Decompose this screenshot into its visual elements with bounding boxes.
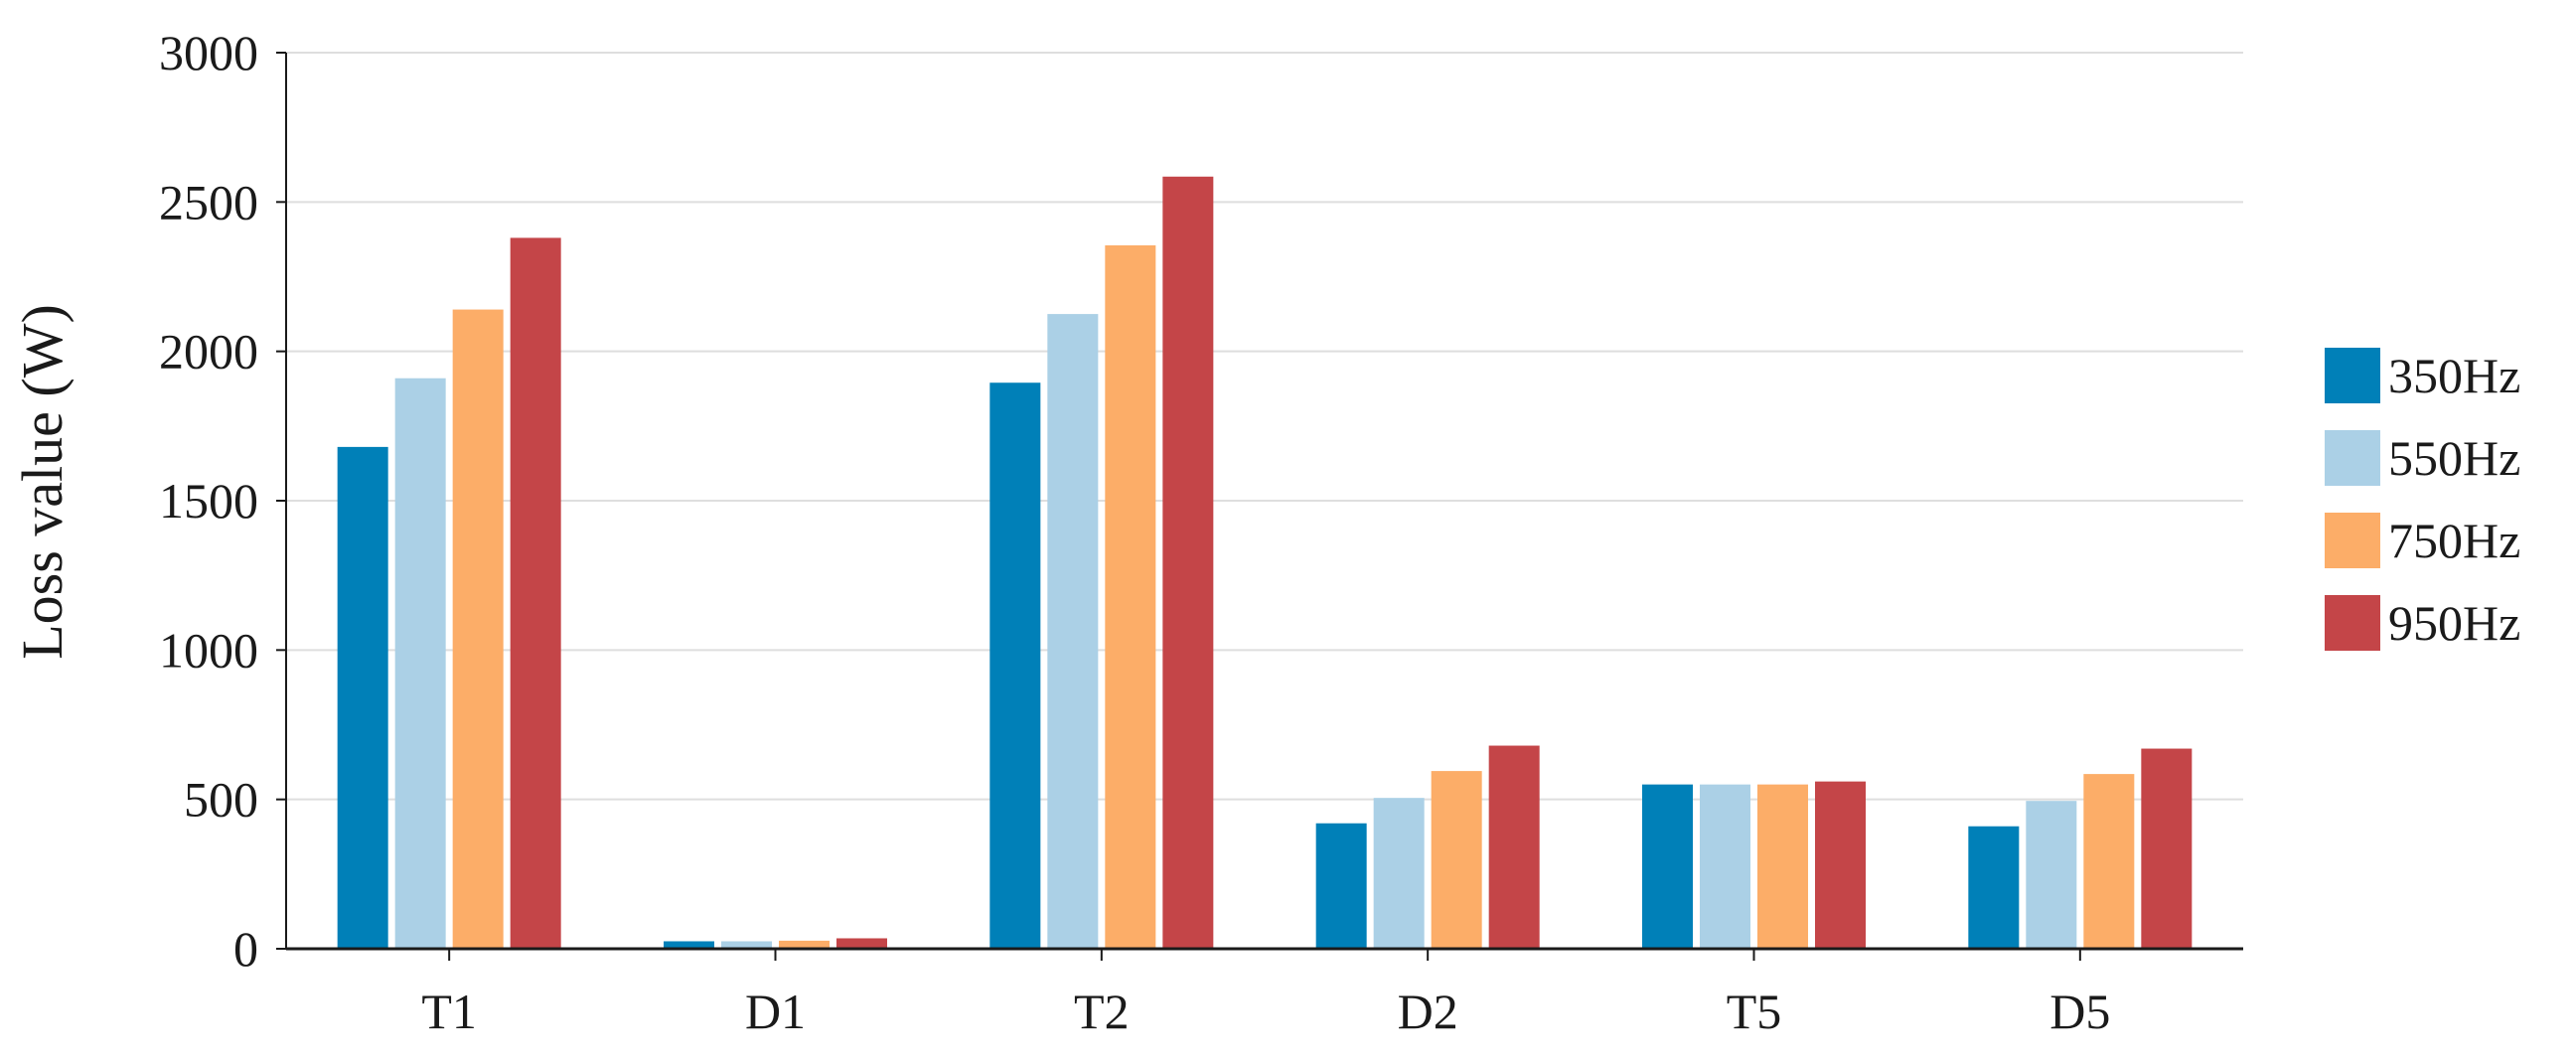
y-tick-label: 2000 xyxy=(159,324,258,380)
x-tick-label: D2 xyxy=(1398,984,1458,1039)
bar-t5-950hz xyxy=(1815,781,1866,949)
legend-label: 350Hz xyxy=(2388,348,2520,403)
x-tick-label: D5 xyxy=(2049,984,2110,1039)
bar-d1-950hz xyxy=(836,938,887,949)
x-tick-label: T2 xyxy=(1074,984,1130,1039)
legend-label: 550Hz xyxy=(2388,430,2520,486)
legend-swatch-550hz xyxy=(2325,430,2380,486)
legend-swatch-750hz xyxy=(2325,513,2380,568)
bar-t2-550hz xyxy=(1047,314,1099,949)
bar-d5-550hz xyxy=(2026,801,2077,949)
bars xyxy=(337,176,2193,949)
bar-d5-750hz xyxy=(2083,774,2135,949)
y-tick-label: 2500 xyxy=(159,174,258,229)
bar-t1-750hz xyxy=(452,309,504,949)
y-tick-label: 500 xyxy=(184,772,258,828)
bar-d2-950hz xyxy=(1488,745,1540,949)
y-tick-labels: 0 500 1000 1500 2000 2500 3000 xyxy=(159,25,286,977)
bar-t2-750hz xyxy=(1105,244,1156,949)
bar-d1-550hz xyxy=(721,941,772,949)
y-tick-label: 3000 xyxy=(159,25,258,80)
bar-d2-550hz xyxy=(1373,798,1425,949)
x-tick-labels: T1 D1 T2 D2 T5 D5 xyxy=(421,949,2110,1039)
bar-t2-350hz xyxy=(989,382,1041,949)
legend-swatch-950hz xyxy=(2325,595,2380,651)
gridlines xyxy=(286,52,2243,801)
bar-t1-550hz xyxy=(394,378,446,949)
bar-t1-950hz xyxy=(510,237,561,949)
bar-t5-350hz xyxy=(1642,784,1693,949)
bar-t1-350hz xyxy=(337,446,388,949)
legend-label: 950Hz xyxy=(2388,595,2520,651)
y-axis-title: Loss value (W) xyxy=(10,304,75,660)
x-tick-label: T1 xyxy=(421,984,477,1039)
bar-d5-350hz xyxy=(1968,826,2020,949)
bar-d5-950hz xyxy=(2141,748,2193,949)
bar-t2-950hz xyxy=(1162,176,1214,949)
bar-d1-350hz xyxy=(664,941,714,949)
legend-label: 750Hz xyxy=(2388,513,2520,568)
y-tick-label: 1000 xyxy=(159,622,258,678)
y-tick-label: 1500 xyxy=(159,473,258,529)
bar-d1-750hz xyxy=(779,940,830,949)
x-tick-label: T5 xyxy=(1727,984,1782,1039)
legend: 350Hz 550Hz 750Hz 950Hz xyxy=(2325,348,2520,651)
x-tick-label: D1 xyxy=(745,984,806,1039)
bar-d2-350hz xyxy=(1315,823,1367,949)
bar-t5-550hz xyxy=(1700,784,1750,949)
bar-t5-750hz xyxy=(1757,784,1808,949)
y-tick-label: 0 xyxy=(233,921,258,977)
bar-d2-750hz xyxy=(1431,771,1482,949)
legend-swatch-350hz xyxy=(2325,348,2380,403)
